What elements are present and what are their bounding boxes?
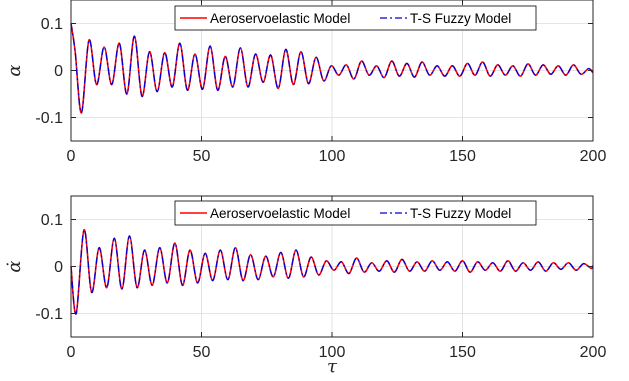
x-tick-label: 100 [319, 148, 346, 165]
legend: Aeroservoelastic Model T-S Fuzzy Model [174, 200, 537, 226]
x-tick-label: 150 [449, 148, 476, 165]
y-tick-label: 0.1 [41, 16, 63, 33]
y-tick-label: 0.1 [41, 212, 63, 229]
x-tick-label: 100 [319, 344, 346, 361]
x-tick-label: 0 [67, 344, 76, 361]
y-tick-label: 0 [54, 63, 63, 80]
legend-box [174, 5, 537, 31]
series-line-ts-fuzzy [70, 229, 594, 315]
x-tick-label: 50 [193, 148, 211, 165]
y-axis-label: α̇ [4, 260, 25, 272]
x-tick-label: 200 [580, 148, 607, 165]
y-tick-label: -0.1 [35, 306, 63, 323]
alpha-dot-panel: 0 50 100 150 200 0.1 0 -0.1 α̇ τ Aeroservoelastic … [4, 195, 607, 377]
x-axis-label: τ [327, 356, 338, 377]
x-tick-label: 150 [449, 344, 476, 361]
legend-box [174, 200, 537, 226]
series-line-ts-fuzzy [70, 23, 594, 114]
alpha-panel: 0 50 100 150 200 0.1 0 -0.1 α Aeroservoelastic Mo… [4, 0, 606, 165]
y-tick-label: -0.1 [35, 110, 63, 127]
x-tick-label: 200 [580, 344, 607, 361]
x-tick-label: 0 [67, 148, 76, 165]
legend-label-aeroservoelastic: Aeroservoelastic Model [210, 11, 350, 26]
y-tick-label: 0 [54, 259, 63, 276]
legend-label-ts-fuzzy: T-S Fuzzy Model [410, 206, 511, 221]
legend: Aeroservoelastic Model T-S Fuzzy Model [174, 5, 537, 31]
legend-label-aeroservoelastic: Aeroservoelastic Model [210, 206, 350, 221]
y-axis-label: α [4, 64, 25, 76]
legend-label-ts-fuzzy: T-S Fuzzy Model [410, 11, 511, 26]
x-tick-label: 50 [193, 344, 211, 361]
